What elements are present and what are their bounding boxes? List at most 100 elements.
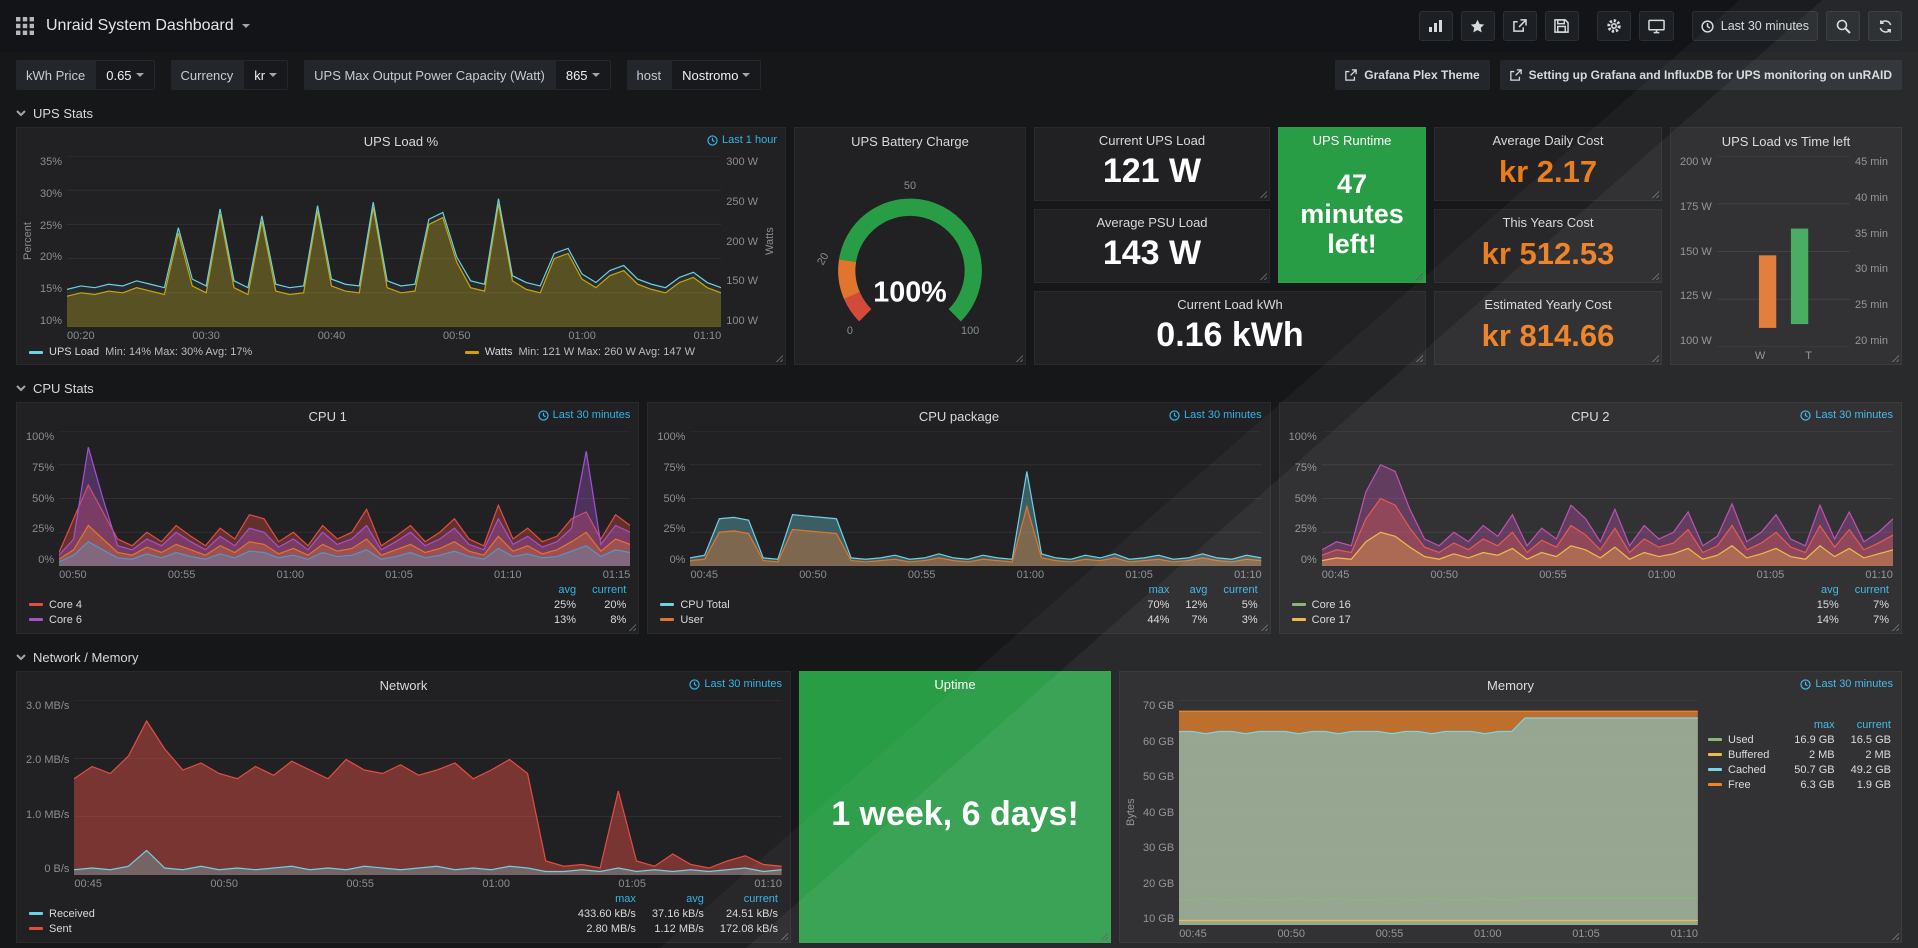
legend-series-name[interactable]: Core 17 (1291, 612, 1801, 627)
legend-series-name[interactable]: Sent (29, 921, 562, 936)
panel-resize-handle[interactable] (1649, 188, 1659, 198)
panel-title[interactable]: Memory (1487, 677, 1534, 693)
panel-title[interactable]: CPU package (918, 408, 1000, 424)
panel-title[interactable]: Network (379, 677, 428, 693)
panel-title[interactable]: Average Daily Cost (1492, 133, 1604, 148)
legend-column-header[interactable]: current (1854, 584, 1889, 596)
legend-column-header[interactable]: current (1856, 719, 1891, 731)
legend-series-name[interactable]: CPU Total (660, 597, 1131, 612)
save-button[interactable] (1544, 11, 1579, 41)
legend-series-name[interactable]: Cached (1708, 762, 1778, 777)
panel-title[interactable]: UPS Runtime (1312, 133, 1392, 148)
memory-chart[interactable] (1179, 700, 1698, 925)
star-button[interactable] (1460, 11, 1495, 41)
variable-value-dropdown[interactable]: kr (243, 60, 289, 90)
panel-resize-handle[interactable] (1257, 270, 1267, 280)
ups-bars-chart[interactable] (1717, 156, 1850, 347)
section-header-cpu-stats[interactable]: CPU Stats (0, 373, 1918, 402)
panel-resize-handle[interactable] (1888, 621, 1899, 631)
panel-title[interactable]: Current UPS Load (1098, 133, 1206, 148)
section-header-network-memory[interactable]: Network / Memory (0, 642, 1918, 671)
apps-grid-icon[interactable] (16, 17, 34, 35)
legend-column-header[interactable]: avg (686, 893, 704, 905)
panel-title[interactable]: Estimated Yearly Cost (1484, 297, 1612, 312)
legend-value: 50.7 GB (1794, 763, 1835, 776)
network-chart[interactable] (74, 700, 782, 875)
legend-series-name[interactable]: Used (1708, 732, 1778, 747)
panel-title[interactable]: Uptime (934, 677, 976, 692)
cpu1-chart[interactable] (59, 431, 631, 566)
time-range-button[interactable]: Last 30 minutes (1691, 11, 1818, 41)
legend-column-header[interactable]: current (592, 584, 627, 596)
legend-series-name[interactable]: Watts (484, 346, 513, 358)
legend-series-name[interactable]: UPS Load (49, 346, 100, 358)
section-header-ups-stats[interactable]: UPS Stats (0, 98, 1918, 127)
panel-time-override: Last 1 hour (707, 134, 777, 146)
legend-column-header[interactable]: avg (1820, 584, 1839, 596)
panel-resize-handle[interactable] (1649, 352, 1659, 362)
kiosk-mode-button[interactable] (1638, 11, 1674, 41)
panel-resize-handle[interactable] (1257, 188, 1267, 198)
settings-button[interactable] (1596, 11, 1631, 41)
axis-tick: 50% (32, 492, 55, 505)
legend-series-name[interactable]: Core 6 (29, 612, 538, 627)
panel-resize-handle[interactable] (1889, 352, 1899, 362)
panel-title[interactable]: Average PSU Load (1096, 215, 1208, 230)
legend-series-name[interactable]: User (660, 612, 1131, 627)
panel-resize-handle[interactable] (1098, 930, 1108, 940)
axis-tick: 40 min (1854, 191, 1888, 204)
legend-column-header[interactable]: current (1223, 584, 1258, 596)
share-button[interactable] (1502, 11, 1537, 41)
link-grafana-influxdb-guide[interactable]: Setting up Grafana and InfluxDB for UPS … (1499, 60, 1902, 90)
legend-column-header[interactable]: max (1813, 719, 1835, 731)
stat-value: kr 2.17 (1498, 153, 1598, 189)
cpu2-chart[interactable] (1321, 431, 1893, 566)
panel-resize-handle[interactable] (1257, 621, 1268, 631)
variable-value-dropdown[interactable]: 865 (554, 60, 611, 90)
legend-column-header[interactable]: avg (1189, 584, 1208, 596)
axis-tick: 01:10 (494, 569, 522, 581)
ups-load-chart[interactable] (67, 156, 722, 327)
legend-item: UPS Load Min: 14% Max: 30% Avg: 17% (29, 346, 252, 358)
panel-title[interactable]: CPU 1 (308, 408, 347, 424)
axis-tick: 00:55 (346, 878, 374, 890)
panel-title[interactable]: CPU 2 (1571, 408, 1610, 424)
legend-series-name[interactable]: Free (1708, 777, 1778, 792)
panel-resize-handle[interactable] (1013, 352, 1023, 362)
legend-value: 15% (1816, 598, 1839, 611)
legend-series-name[interactable]: Buffered (1708, 747, 1778, 762)
dashboard-title-dropdown[interactable]: Unraid System Dashboard (46, 17, 250, 35)
panel-resize-handle[interactable] (626, 621, 637, 631)
legend-column-header[interactable]: avg (558, 584, 577, 596)
axis-tick: 15% (40, 283, 63, 296)
legend-column-header[interactable]: max (615, 893, 636, 905)
panel-estimated-yearly-cost: Estimated Yearly Cost kr 814.66 (1434, 291, 1662, 365)
legend-series-name[interactable]: Received (29, 906, 562, 921)
legend-series-name[interactable]: Core 4 (29, 597, 538, 612)
panel-title[interactable]: Current Load kWh (1177, 297, 1283, 312)
search-button[interactable] (1826, 11, 1860, 41)
svg-text:100%: 100% (873, 277, 947, 309)
cpu-package-chart[interactable] (690, 431, 1262, 566)
external-link-icon (1345, 69, 1358, 81)
link-grafana-plex-theme[interactable]: Grafana Plex Theme (1335, 60, 1490, 90)
panel-resize-handle[interactable] (773, 352, 783, 362)
refresh-button[interactable] (1868, 11, 1902, 41)
panel-resize-handle[interactable] (1889, 930, 1899, 940)
variable-value-dropdown[interactable]: Nostromo (671, 60, 762, 90)
panel-title[interactable]: UPS Battery Charge (851, 133, 969, 149)
panel-resize-handle[interactable] (1649, 270, 1659, 280)
add-panel-button[interactable] (1418, 11, 1453, 41)
panel-title[interactable]: This Years Cost (1502, 215, 1594, 230)
panel-resize-handle[interactable] (1413, 270, 1423, 280)
variable-value-dropdown[interactable]: 0.65 (95, 60, 155, 90)
panel-title[interactable]: UPS Load vs Time left (1721, 133, 1851, 149)
panel-resize-handle[interactable] (1413, 352, 1423, 362)
ups-battery-gauge[interactable]: 0 20 50 100 100% (795, 154, 1025, 364)
legend-column-header[interactable]: current (743, 893, 778, 905)
legend-series-name[interactable]: Core 16 (1291, 597, 1801, 612)
legend-column-header[interactable]: max (1148, 584, 1170, 596)
panel-resize-handle[interactable] (778, 930, 788, 940)
panel-title[interactable]: UPS Load % (363, 133, 439, 149)
legend: UPS Load Min: 14% Max: 30% Avg: 17% Watts M… (17, 344, 785, 364)
